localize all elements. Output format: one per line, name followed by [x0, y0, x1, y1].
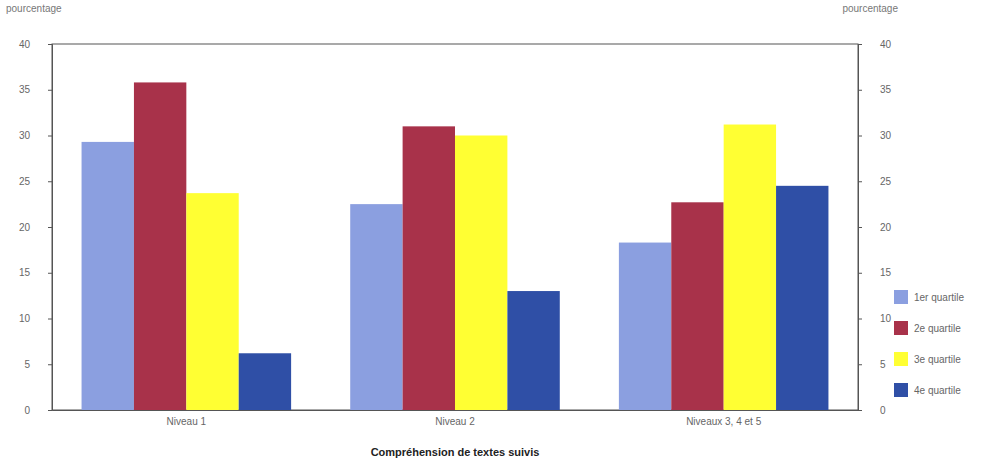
tick-mark: [48, 273, 52, 274]
y-axis: 0 5 10 15 20 25 30 35 40: [19, 39, 53, 416]
tick-mark: [858, 181, 862, 182]
tick-mark: [48, 90, 52, 91]
bar: [776, 186, 828, 410]
bar: [350, 204, 402, 410]
bar: [619, 243, 671, 410]
x-axis: Niveau 1 Niveau 2 Niveaux 3, 4 et 5: [53, 410, 859, 427]
tick-label: Niveau 2: [435, 416, 475, 427]
tick-mark: [858, 90, 862, 91]
legend-item: 4e quartile: [894, 383, 961, 397]
tick: 25: [19, 176, 52, 187]
tick: 25: [858, 176, 892, 187]
legend-item: 2e quartile: [894, 321, 961, 335]
bar: [239, 353, 291, 410]
tick-label: 15: [880, 267, 892, 278]
tick: 40: [19, 39, 52, 50]
tick: 5: [858, 359, 886, 370]
tick-label: 20: [19, 222, 31, 233]
tick-label: 5: [24, 359, 30, 370]
axis-line: [859, 45, 863, 411]
tick: 10: [858, 313, 892, 324]
x-axis-title: Compréhension de textes suivis: [371, 446, 540, 458]
tick-label: 0: [24, 405, 30, 416]
legend-label: 4e quartile: [914, 385, 961, 396]
legend-item: 3e quartile: [894, 352, 961, 366]
tick-mark: [48, 44, 52, 45]
tick: 35: [19, 84, 52, 95]
bar: [507, 291, 559, 410]
tick: 0: [24, 405, 52, 416]
tick-mark: [48, 136, 52, 137]
tick-label: 25: [880, 176, 892, 187]
tick: 40: [858, 39, 892, 50]
tick: 20: [19, 222, 52, 233]
tick: Niveaux 3, 4 et 5: [686, 410, 761, 427]
legend-swatch: [894, 321, 908, 335]
tick: 30: [19, 130, 52, 141]
tick-label: 35: [19, 84, 31, 95]
bar: [455, 136, 507, 411]
tick-mark: [48, 410, 52, 411]
tick-mark: [858, 410, 862, 411]
bar: [134, 82, 186, 410]
plot-frame: [52, 44, 858, 410]
tick-label: 30: [880, 130, 892, 141]
bar: [403, 126, 455, 410]
tick-label: Niveau 1: [167, 416, 207, 427]
tick-label: 35: [880, 84, 892, 95]
legend-swatch: [894, 383, 908, 397]
tick-mark: [858, 44, 862, 45]
y2-axis: 0 5 10 15 20 25 30 35 40: [858, 39, 892, 416]
tick-label: 25: [19, 176, 31, 187]
legend-label: 1er quartile: [914, 292, 964, 303]
tick-label: 5: [880, 359, 886, 370]
tick: 15: [19, 267, 52, 278]
bars: [82, 82, 829, 410]
tick-mark: [858, 319, 862, 320]
tick-label: 15: [19, 267, 31, 278]
tick: 20: [858, 222, 892, 233]
tick-mark: [48, 364, 52, 365]
bar: [82, 142, 134, 410]
bar: [186, 193, 238, 410]
tick: 10: [19, 313, 52, 324]
tick-label: 10: [19, 313, 31, 324]
tick-label: Niveaux 3, 4 et 5: [686, 416, 761, 427]
chart: 0 5 10 15 20 25 30 35 40 0 5 10 15 20 25 30 35 40 Niveau 1…: [0, 0, 999, 476]
legend-swatch: [894, 290, 908, 304]
plot: 0 5 10 15 20 25 30 35 40 0 5 10 15 20 25 30 35 40 Niveau 1…: [19, 39, 892, 427]
tick-mark: [858, 273, 862, 274]
tick: Niveau 1: [167, 410, 207, 427]
tick: 30: [858, 130, 892, 141]
tick: 15: [858, 267, 892, 278]
legend-item: 1er quartile: [894, 290, 964, 304]
tick-mark: [858, 364, 862, 365]
tick-label: 40: [880, 39, 892, 50]
bar: [724, 125, 776, 410]
legend-label: 2e quartile: [914, 323, 961, 334]
axis-line: [53, 410, 859, 411]
y-axis-title: pourcentage: [6, 3, 62, 14]
legend-label: 3e quartile: [914, 354, 961, 365]
tick: 0: [858, 405, 886, 416]
tick-label: 20: [880, 222, 892, 233]
tick-mark: [48, 181, 52, 182]
axis-line: [48, 45, 53, 411]
y2-axis-title: pourcentage: [842, 3, 898, 14]
tick: 35: [858, 84, 892, 95]
tick-mark: [858, 136, 862, 137]
tick: 5: [24, 359, 52, 370]
tick: Niveau 2: [435, 410, 475, 427]
tick-label: 40: [19, 39, 31, 50]
tick-mark: [48, 227, 52, 228]
tick-label: 30: [19, 130, 31, 141]
bar: [671, 202, 723, 410]
tick-label: 0: [880, 405, 886, 416]
legend: 1er quartile 2e quartile 3e quartile 4e qua…: [894, 290, 964, 397]
legend-swatch: [894, 352, 908, 366]
tick-mark: [858, 227, 862, 228]
tick-mark: [48, 319, 52, 320]
tick-label: 10: [880, 313, 892, 324]
